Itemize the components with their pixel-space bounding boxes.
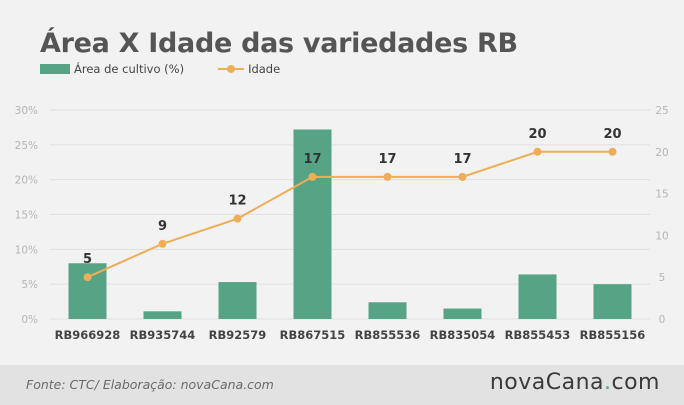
idade-data-label: 20: [528, 127, 546, 142]
y-right-tick-label: 5: [659, 272, 666, 284]
combo-chart: 0% 5% 10% 15% 20% 25% 30% 0 5 10 15 20 25 RB966928 RB9…: [15, 105, 669, 342]
y-left-tick-label: 20%: [15, 175, 38, 187]
x-tick-label: RB855536: [355, 328, 421, 342]
y-left-tick-label: 10%: [15, 244, 38, 256]
legend-line-swatch: [218, 64, 245, 74]
legend-line-label: Idade: [248, 62, 281, 76]
idade-data-label: 17: [303, 152, 321, 167]
idade-point: [383, 172, 392, 181]
bar: [518, 274, 557, 319]
y-left-tick-label: 5%: [21, 279, 38, 291]
source-note: Fonte: CTC/ Elaboração: novaCana.com: [26, 377, 274, 392]
idade-point: [233, 214, 242, 223]
y-left-tick-label: 15%: [15, 210, 38, 222]
y-right-tick-label: 0: [659, 314, 666, 326]
idade-point: [83, 273, 92, 282]
bar: [218, 282, 257, 319]
y-left-tick-label: 0%: [21, 314, 38, 326]
y-right-tick-label: 10: [655, 230, 668, 242]
x-tick-label: RB966928: [55, 328, 121, 342]
x-tick-label: RB92579: [209, 328, 267, 342]
chart-legend: Área de cultivo (%) Idade: [40, 62, 314, 76]
y-right-tick-label: 15: [655, 189, 668, 201]
x-tick-label: RB855156: [580, 328, 646, 342]
idade-point: [308, 172, 317, 181]
bar: [368, 302, 407, 319]
y-left-tick-label: 30%: [15, 105, 38, 117]
y-right-tick-label: 25: [655, 105, 668, 117]
idade-data-label: 17: [378, 152, 396, 167]
idade-data-label: 17: [453, 152, 471, 167]
idade-series-line: [87, 150, 613, 279]
bar: [593, 284, 632, 319]
x-tick-label: RB935744: [130, 328, 196, 342]
legend-bar-label: Área de cultivo (%): [74, 62, 185, 76]
bar: [143, 311, 182, 319]
idade-point: [608, 147, 617, 156]
legend-bar-swatch: [40, 64, 70, 74]
bar: [443, 308, 482, 319]
idade-point: [458, 172, 467, 181]
idade-data-label: 20: [603, 127, 621, 142]
chart-title: Área X Idade das variedades RB: [40, 28, 518, 59]
x-tick-label: RB855453: [505, 328, 571, 342]
novacana-logo: novaCana.com: [489, 370, 660, 395]
y-left-tick-label: 25%: [15, 140, 38, 152]
idade-point: [533, 147, 542, 156]
legend-item-idade: Idade: [218, 62, 280, 76]
footer: Fonte: CTC/ Elaboração: novaCana.com nov…: [0, 365, 684, 405]
bar: [293, 129, 332, 319]
idade-data-label: 12: [228, 194, 246, 209]
legend-item-area: Área de cultivo (%): [40, 62, 184, 76]
x-tick-label: RB835054: [430, 328, 496, 342]
y-right-tick-label: 20: [655, 147, 668, 159]
idade-data-label: 9: [158, 219, 167, 234]
idade-point: [158, 239, 167, 248]
idade-data-label: 5: [83, 252, 92, 267]
x-tick-label: RB867515: [280, 328, 346, 342]
